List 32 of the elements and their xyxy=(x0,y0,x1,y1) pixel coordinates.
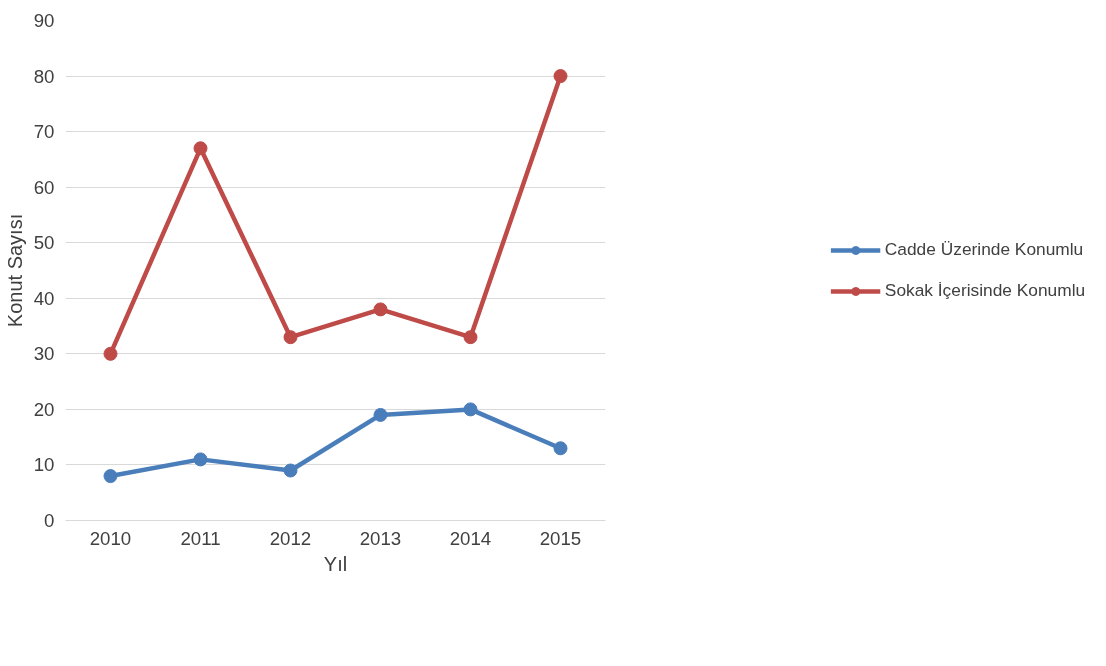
y-tick-label: 90 xyxy=(33,10,55,31)
point xyxy=(193,452,208,467)
point xyxy=(103,469,118,484)
point xyxy=(283,463,298,478)
y-tick-label: 70 xyxy=(33,121,55,143)
point xyxy=(553,441,568,456)
point xyxy=(373,302,388,317)
y-tick-label: 50 xyxy=(33,232,55,254)
x-tick-label: 2011 xyxy=(180,527,221,549)
y-tick-label: 80 xyxy=(33,65,55,87)
y-tick-label: 60 xyxy=(33,176,55,198)
y-tick-label: 40 xyxy=(33,287,55,309)
point xyxy=(283,330,298,345)
point xyxy=(553,69,568,84)
y-axis-title: Konut Sayısı xyxy=(3,213,26,328)
y-tick-label: 30 xyxy=(33,343,55,365)
legend-label: Sokak İçerisinde Konumlu xyxy=(884,280,1086,301)
y-tick-label: 0 xyxy=(44,510,55,531)
point xyxy=(373,407,388,422)
point xyxy=(103,346,118,361)
y-tick-label: 10 xyxy=(33,454,55,476)
point xyxy=(463,402,478,417)
x-tick-label: 2015 xyxy=(539,527,582,549)
legend-label: Cadde Üzerinde Konumlu xyxy=(884,239,1084,260)
point xyxy=(193,141,208,156)
x-tick-label: 2010 xyxy=(89,527,132,549)
x-tick-label: 2012 xyxy=(269,527,312,549)
x-tick-label: 2014 xyxy=(449,527,492,549)
x-tick-label: 2013 xyxy=(359,527,402,549)
point xyxy=(463,330,478,345)
x-axis-title: Yıl xyxy=(323,552,348,575)
y-tick-label: 20 xyxy=(33,398,55,420)
